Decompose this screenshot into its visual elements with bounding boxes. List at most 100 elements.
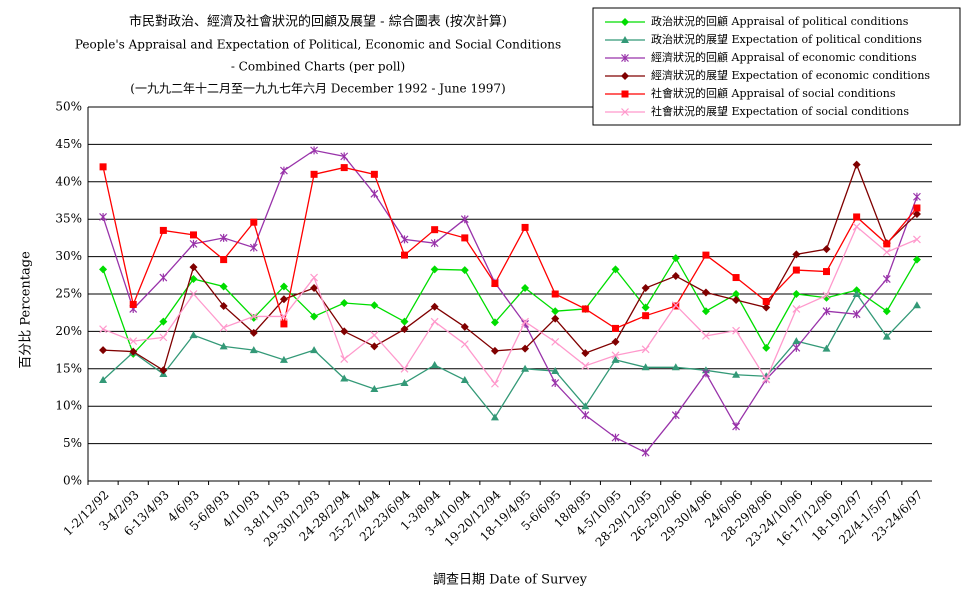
point <box>792 305 801 313</box>
point <box>521 223 529 231</box>
point <box>612 324 619 332</box>
point <box>701 307 710 316</box>
legend-label: 政治狀況的展望 Expectation of political conditi… <box>651 32 922 46</box>
point <box>430 317 439 326</box>
series-line <box>102 225 918 385</box>
y-tick-label: 40% <box>55 174 82 188</box>
point <box>882 248 891 257</box>
point <box>551 314 560 323</box>
point <box>581 361 590 370</box>
point <box>249 346 258 354</box>
point <box>340 152 349 161</box>
point <box>822 344 831 352</box>
point <box>611 265 620 274</box>
point <box>189 239 198 248</box>
point <box>913 204 921 212</box>
point <box>882 307 891 316</box>
point <box>912 255 921 264</box>
point <box>671 363 680 371</box>
point <box>460 266 469 275</box>
legend-label: 社會狀況的展望 Expectation of social conditions <box>651 104 909 118</box>
point <box>611 351 620 360</box>
point <box>490 318 499 327</box>
point <box>702 331 710 340</box>
point <box>883 240 891 248</box>
y-tick-label: 25% <box>55 287 82 301</box>
point <box>581 305 589 313</box>
point <box>521 317 529 326</box>
series-line <box>102 149 918 454</box>
point <box>310 273 318 282</box>
series-line <box>103 162 918 372</box>
point <box>159 226 167 234</box>
point <box>340 164 348 172</box>
point <box>732 274 740 282</box>
point <box>370 170 378 178</box>
point <box>220 256 228 264</box>
point <box>249 243 258 252</box>
point <box>129 300 137 308</box>
point <box>852 160 861 169</box>
point <box>611 355 620 363</box>
point <box>671 301 680 310</box>
point <box>912 209 921 218</box>
point <box>581 411 590 420</box>
point <box>219 233 228 242</box>
point <box>400 235 409 244</box>
point <box>913 235 921 244</box>
point <box>159 366 168 375</box>
point <box>852 310 861 319</box>
point <box>822 245 831 254</box>
point <box>671 254 680 263</box>
point <box>671 411 680 420</box>
legend-box <box>592 7 961 126</box>
point <box>551 367 560 375</box>
point <box>641 363 650 371</box>
y-tick-label: 10% <box>55 399 82 413</box>
point <box>671 272 680 281</box>
legend-label: 經濟狀況的展望 Expectation of economic conditio… <box>651 68 930 82</box>
point <box>822 291 831 300</box>
point <box>460 322 469 331</box>
point <box>99 346 108 355</box>
point <box>491 280 499 288</box>
point <box>792 250 801 259</box>
legend-marker <box>621 18 629 26</box>
point <box>250 218 258 226</box>
point <box>551 290 559 298</box>
point <box>189 331 198 339</box>
point <box>581 402 590 410</box>
point <box>370 301 379 310</box>
point <box>732 422 740 431</box>
point <box>430 361 439 369</box>
point <box>762 303 771 312</box>
point <box>852 290 861 297</box>
point <box>702 251 710 259</box>
point <box>129 347 138 356</box>
point <box>400 379 409 387</box>
point <box>521 344 530 353</box>
point <box>521 284 530 293</box>
point <box>219 282 228 291</box>
y-axis-title: 百分比 Percentage <box>19 251 34 369</box>
point <box>400 317 409 326</box>
point <box>792 290 801 298</box>
series-line <box>102 256 918 356</box>
point <box>99 325 107 334</box>
point <box>882 275 891 284</box>
point <box>732 290 741 298</box>
legend-marker <box>621 54 629 62</box>
point <box>792 337 801 345</box>
point <box>823 268 830 276</box>
point <box>340 355 349 364</box>
point <box>159 273 168 282</box>
point <box>461 234 469 242</box>
point <box>189 290 198 298</box>
point <box>340 327 349 336</box>
point <box>129 337 138 346</box>
point <box>551 337 560 346</box>
point <box>581 349 590 358</box>
point <box>280 320 288 328</box>
point <box>551 379 560 388</box>
